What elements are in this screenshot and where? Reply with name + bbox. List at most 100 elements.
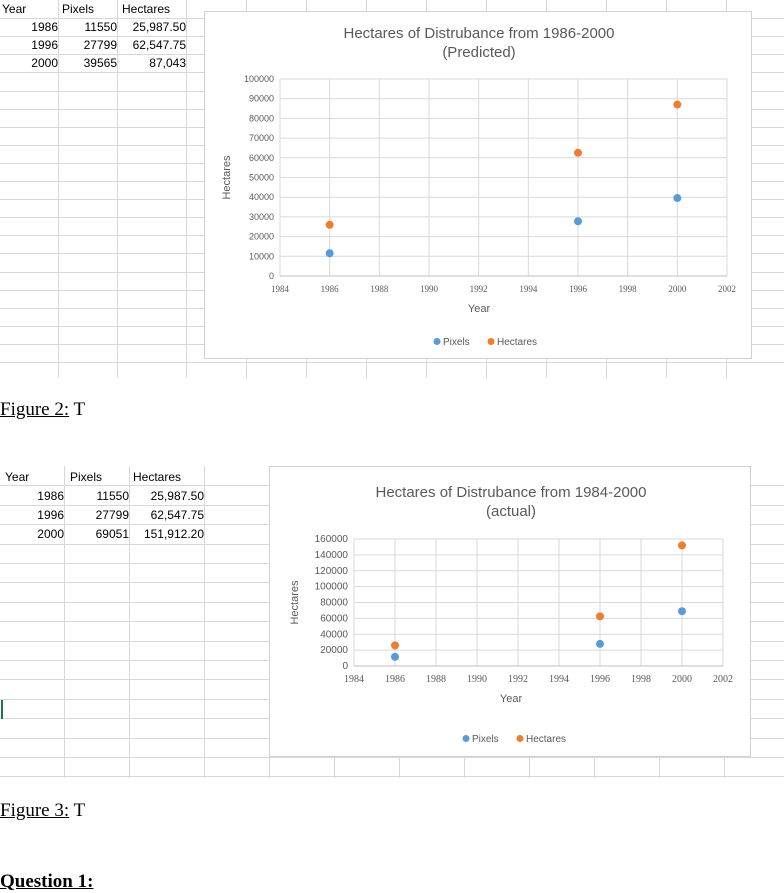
figure-3-text: T — [69, 800, 86, 821]
cell-hectares[interactable]: 25,987.50 — [150, 489, 204, 503]
header-hectares[interactable]: Hectares — [133, 470, 182, 484]
y-tick-label: 80000 — [320, 598, 348, 609]
header-year[interactable]: Year — [2, 2, 27, 16]
sheet-gridline — [58, 0, 59, 378]
scatter-chart-actual[interactable]: Hectares of Distrubance from 1984-2000 (a… — [269, 466, 751, 757]
header-pixels[interactable]: Pixels — [70, 470, 103, 484]
header-hectares[interactable]: Hectares — [122, 2, 171, 16]
legend-marker-pixels — [462, 735, 470, 742]
y-tick-label: 60000 — [320, 613, 348, 624]
x-tick-label: 1990 — [420, 284, 439, 294]
chart-subtitle: (Predicted) — [442, 44, 515, 61]
header-pixels[interactable]: Pixels — [62, 2, 95, 16]
cell-hectares[interactable]: 25,987.50 — [132, 20, 186, 34]
chart-subtitle: (actual) — [486, 503, 536, 520]
data-point-hectares — [325, 220, 334, 229]
y-tick-label: 40000 — [320, 629, 348, 640]
x-tick-label: 2000 — [672, 674, 692, 685]
x-tick-label: 1996 — [569, 284, 588, 294]
sheet-gridline — [64, 466, 65, 778]
cell-year[interactable]: 2000 — [31, 56, 58, 70]
legend-label-pixels: Pixels — [472, 734, 499, 745]
x-tick-label: 1986 — [385, 674, 405, 685]
y-tick-label: 20000 — [249, 232, 274, 242]
cell-pixels[interactable]: 27799 — [95, 508, 129, 522]
data-point-pixels — [678, 607, 686, 616]
y-tick-label: 60000 — [249, 153, 274, 163]
x-tick-label: 1998 — [619, 284, 638, 294]
data-point-hectares — [391, 641, 399, 650]
y-tick-label: 100000 — [315, 582, 349, 593]
x-tick-label: 1990 — [467, 674, 487, 685]
chart-title: Hectares of Distrubance from 1984-2000 — [376, 484, 647, 501]
figure-3-label: Figure 3: — [0, 800, 70, 821]
data-point-hectares — [678, 541, 686, 550]
header-year[interactable]: Year — [5, 470, 30, 484]
sheet-gridline — [129, 466, 130, 778]
x-tick-label: 1988 — [370, 284, 389, 294]
sheet-gridline — [0, 776, 784, 778]
chart-title: Hectares of Distrubance from 1986-2000 — [344, 25, 615, 42]
legend-marker-hectares — [487, 338, 495, 345]
y-tick-label: 100000 — [244, 74, 274, 84]
x-tick-label: 1992 — [470, 284, 488, 294]
cell-hectares[interactable]: 62,547.75 — [132, 38, 186, 52]
figure-3-caption: Figure 3: T — [0, 800, 85, 822]
data-point-hectares — [574, 148, 582, 157]
x-axis-title: Year — [468, 303, 491, 315]
x-tick-label: 1992 — [508, 674, 528, 685]
cell-cursor — [1, 700, 3, 719]
cell-pixels[interactable]: 27799 — [83, 38, 117, 52]
y-tick-label: 40000 — [249, 192, 274, 202]
cell-hectares[interactable]: 62,547.75 — [150, 508, 204, 522]
cell-hectares[interactable]: 87,043 — [149, 56, 186, 70]
chart-svg: Hectares of Distrubance from 1986-2000 (P… — [221, 25, 736, 348]
y-tick-label: 10000 — [249, 251, 274, 261]
legend-label-hectares: Hectares — [526, 734, 566, 745]
y-tick-label: 30000 — [249, 212, 274, 222]
cell-year[interactable]: 1996 — [31, 38, 58, 52]
cell-pixels[interactable]: 39565 — [83, 56, 117, 70]
cell-pixels[interactable]: 11550 — [96, 489, 129, 503]
y-tick-label: 70000 — [249, 133, 274, 143]
x-tick-label: 2002 — [713, 674, 733, 685]
x-tick-label: 1996 — [590, 674, 610, 685]
y-tick-label: 20000 — [320, 645, 348, 656]
cell-hectares[interactable]: 151,912.20 — [143, 527, 204, 541]
x-tick-label: 1998 — [631, 674, 651, 685]
x-tick-label: 1994 — [519, 284, 538, 294]
data-point-hectares — [673, 100, 682, 109]
scatter-chart-predicted[interactable]: Hectares of Distrubance from 1986-2000 (P… — [204, 11, 752, 359]
chart-svg: Hectares of Distrubance from 1984-2000 (a… — [289, 484, 733, 745]
data-point-pixels — [574, 217, 582, 226]
x-tick-label: 2002 — [718, 284, 736, 294]
data-point-pixels — [673, 194, 682, 203]
data-point-pixels — [325, 249, 334, 258]
x-axis-title: Year — [500, 693, 523, 705]
y-tick-label: 80000 — [249, 113, 274, 123]
x-tick-label: 1984 — [344, 674, 364, 685]
y-tick-label: 140000 — [315, 550, 349, 561]
x-tick-label: 1994 — [549, 674, 569, 685]
y-tick-label: 160000 — [315, 534, 349, 545]
legend-marker-hectares — [516, 735, 524, 742]
y-tick-label: 50000 — [249, 173, 274, 183]
x-tick-label: 1988 — [426, 674, 446, 685]
legend-label-pixels: Pixels — [443, 337, 470, 348]
cell-pixels[interactable]: 69051 — [95, 527, 129, 541]
cell-year[interactable]: 1996 — [37, 508, 64, 522]
cell-year[interactable]: 1986 — [31, 20, 58, 34]
y-tick-label: 0 — [269, 271, 274, 281]
y-axis-title: Hectares — [289, 580, 301, 625]
figure-2-caption: Figure 2: T — [0, 399, 85, 421]
cell-year[interactable]: 1986 — [37, 489, 64, 503]
y-tick-label: 120000 — [315, 566, 349, 577]
cell-year[interactable]: 2000 — [37, 527, 64, 541]
cell-pixels[interactable]: 11550 — [84, 20, 117, 34]
x-tick-label: 2000 — [668, 284, 687, 294]
sheet-gridline — [204, 466, 205, 778]
x-tick-label: 1984 — [271, 284, 290, 294]
legend-label-hectares: Hectares — [497, 337, 537, 348]
sheet-gridline — [186, 0, 187, 378]
sheet-gridline — [117, 0, 118, 378]
